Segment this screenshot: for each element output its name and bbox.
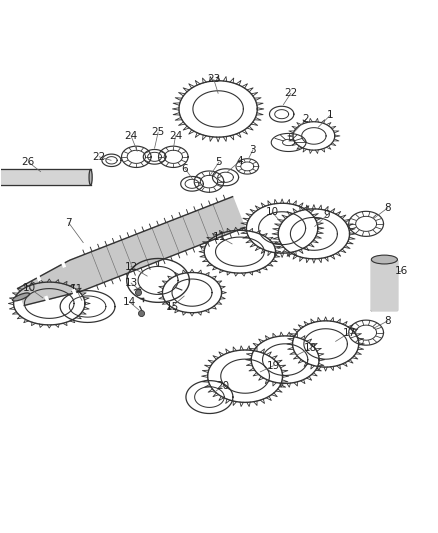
Text: 25: 25 [152,127,165,138]
Polygon shape [0,169,91,185]
Text: 10: 10 [265,207,279,217]
Ellipse shape [12,293,29,301]
Text: 26: 26 [22,157,35,167]
Polygon shape [18,197,244,305]
Text: 16: 16 [395,266,408,276]
Circle shape [138,310,145,317]
Text: 8: 8 [385,203,391,213]
Text: 17: 17 [343,328,356,337]
Text: 12: 12 [124,262,138,271]
Text: 4: 4 [237,156,243,166]
Text: 18: 18 [304,343,317,353]
Text: 14: 14 [123,297,136,307]
Text: 3: 3 [250,145,256,155]
Text: 15: 15 [166,302,179,312]
Text: 6: 6 [182,164,188,174]
Text: 22: 22 [284,88,297,98]
Ellipse shape [89,169,92,185]
Text: 11: 11 [70,284,83,294]
Text: 13: 13 [124,278,138,288]
Text: 7: 7 [66,218,72,228]
Circle shape [135,289,141,296]
Text: 1: 1 [327,110,334,120]
Text: 24: 24 [169,131,182,141]
Text: 5: 5 [215,157,223,167]
Text: 8: 8 [385,316,391,326]
Text: 22: 22 [93,152,106,162]
Text: 10: 10 [23,283,36,293]
Text: 23: 23 [207,75,220,84]
Text: 19: 19 [267,361,280,371]
Text: 2: 2 [303,115,309,124]
Text: 24: 24 [124,131,138,141]
Text: 11: 11 [213,232,226,242]
Ellipse shape [371,255,397,264]
Text: 20: 20 [216,381,229,391]
Polygon shape [371,260,397,310]
Text: 9: 9 [324,210,330,220]
